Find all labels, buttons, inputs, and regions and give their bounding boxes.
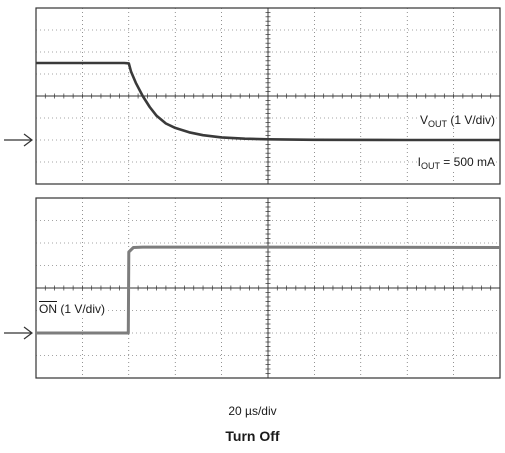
- timebase-label: 20 µs/div: [228, 404, 277, 418]
- bottom-panel: [4, 197, 501, 379]
- top-panel: [4, 7, 501, 185]
- chart-title: Turn Off: [225, 428, 280, 444]
- iout-value: = 500 mA: [439, 155, 495, 169]
- vout-scale-label: VOUT (1 V/div): [418, 113, 496, 129]
- on-trace: [36, 245, 501, 335]
- oscilloscope-display: [4, 7, 501, 379]
- vout-subscript: OUT: [427, 119, 447, 129]
- on-scale: (1 V/div): [57, 302, 106, 316]
- ground-reference-arrow: [4, 326, 33, 340]
- on-symbol: ON: [39, 302, 57, 316]
- ground-reference-arrow: [4, 133, 33, 147]
- vout-symbol: V: [419, 113, 428, 127]
- on-scale-label: ON (1 V/div): [37, 302, 108, 316]
- iout-symbol: I: [417, 155, 421, 169]
- vout-scale: (1 V/div): [446, 113, 495, 127]
- iout-subscript: OUT: [420, 161, 440, 171]
- iout-label: IOUT = 500 mA: [416, 155, 496, 171]
- vout-trace: [36, 61, 500, 142]
